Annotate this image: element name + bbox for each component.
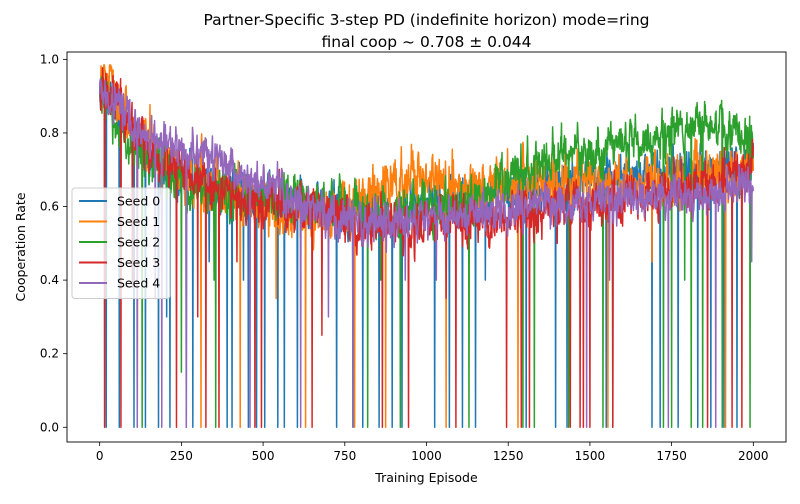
series-layer bbox=[98, 64, 755, 429]
x-tick-label: 0 bbox=[96, 449, 104, 463]
series-line-seed-3 bbox=[98, 67, 755, 429]
y-tick-label: 0.8 bbox=[40, 126, 59, 140]
legend-label: Seed 2 bbox=[117, 235, 160, 250]
legend-box bbox=[71, 187, 171, 299]
x-tick-label: 2000 bbox=[738, 449, 769, 463]
y-tick-label: 1.0 bbox=[40, 52, 59, 66]
x-axis-ticks: 0 250 500 750 1000 1250 1500 1750 2000 bbox=[96, 442, 769, 463]
x-axis-label: Training Episode bbox=[374, 470, 478, 485]
legend-label: Seed 1 bbox=[117, 214, 160, 229]
series-line-seed-4 bbox=[98, 78, 755, 429]
legend-label: Seed 3 bbox=[117, 255, 160, 270]
chart-subtitle: final coop ~ 0.708 ± 0.044 bbox=[321, 33, 531, 51]
x-tick-label: 1000 bbox=[411, 449, 442, 463]
x-tick-label: 500 bbox=[252, 449, 275, 463]
y-tick-label: 0.2 bbox=[40, 347, 59, 361]
legend: Seed 0 Seed 1 Seed 2 Seed 3 Seed 4 bbox=[71, 187, 171, 299]
legend-label: Seed 0 bbox=[117, 194, 160, 209]
x-tick-label: 250 bbox=[170, 449, 193, 463]
x-tick-label: 1500 bbox=[575, 449, 606, 463]
x-tick-label: 750 bbox=[333, 449, 356, 463]
x-tick-label: 1750 bbox=[656, 449, 687, 463]
legend-label: Seed 4 bbox=[117, 276, 160, 291]
y-axis-ticks: 0.0 0.2 0.4 0.6 0.8 1.0 bbox=[40, 52, 67, 434]
chart-title: Partner-Specific 3-step PD (indefinite h… bbox=[204, 11, 650, 29]
y-tick-label: 0.6 bbox=[40, 200, 59, 214]
y-tick-label: 0.0 bbox=[40, 420, 59, 434]
y-tick-label: 0.4 bbox=[40, 273, 59, 287]
x-tick-label: 1250 bbox=[493, 449, 524, 463]
y-axis-label: Cooperation Rate bbox=[13, 192, 28, 301]
